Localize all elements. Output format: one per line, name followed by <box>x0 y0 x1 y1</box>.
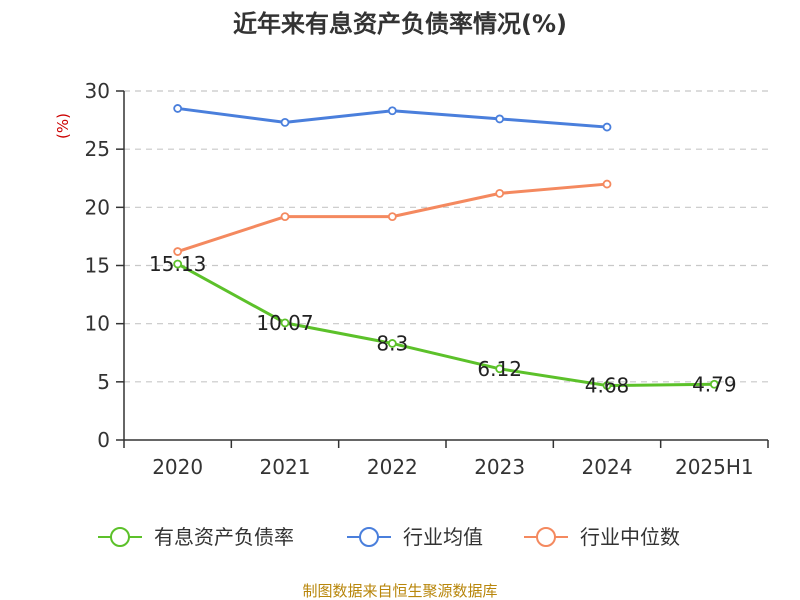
data-point <box>280 318 290 328</box>
x-tick-label: 2020 <box>152 455 203 479</box>
data-point <box>602 381 612 390</box>
data-label: 8.3 <box>376 331 408 355</box>
data-point <box>387 106 397 116</box>
data-label: 4.68 <box>585 374 630 398</box>
data-point <box>280 212 290 222</box>
data-point <box>173 259 183 269</box>
source-note: 制图数据来自恒生聚源数据库 <box>302 582 497 600</box>
data-point <box>602 179 612 189</box>
data-label: 10.07 <box>256 311 313 335</box>
y-axis-unit: (%) <box>54 113 72 139</box>
x-tick-label: 2022 <box>367 455 418 479</box>
y-tick-label: 15 <box>85 254 110 278</box>
y-tick-label: 30 <box>85 79 110 103</box>
x-tick-label: 2023 <box>474 455 525 479</box>
x-tick-label: 2021 <box>260 455 311 479</box>
y-tick-label: 20 <box>85 195 110 219</box>
y-tick-label: 10 <box>85 312 110 336</box>
data-point <box>280 118 290 127</box>
data-point <box>602 122 612 132</box>
data-point <box>495 364 505 374</box>
legend: 有息资产负债率 行业均值 行业中位数 <box>98 525 680 549</box>
data-point <box>709 379 719 389</box>
legend-marker <box>110 527 130 547</box>
data-point <box>173 104 183 113</box>
y-tick-label: 25 <box>85 137 110 161</box>
data-point <box>173 247 183 256</box>
x-tick-label: 2025H1 <box>675 455 754 479</box>
y-tick-label: 0 <box>97 428 110 452</box>
series-layer <box>173 104 719 390</box>
legend-marker <box>536 527 556 547</box>
data-point <box>387 212 397 222</box>
data-label: 6.12 <box>477 357 522 381</box>
y-tick-label: 5 <box>97 370 110 394</box>
grid-layer <box>124 90 768 383</box>
data-label-layer: 15.13 10.07 8.3 6.12 4.68 4.79 <box>149 252 737 398</box>
legend-label: 行业中位数 <box>580 525 680 549</box>
data-point <box>495 188 505 198</box>
data-label: 4.79 <box>692 372 737 396</box>
legend-marker <box>359 527 379 547</box>
series-line-0 <box>176 262 715 388</box>
axis-layer: 0 5 10 15 20 25 30 2020 2021 2022 2023 2024 2025H1 <box>85 79 769 479</box>
x-tick-label: 2024 <box>582 455 633 479</box>
data-point <box>387 339 397 348</box>
chart-title: 近年来有息资产负债率情况(%) <box>233 10 567 38</box>
legend-label: 行业均值 <box>403 525 483 549</box>
data-point <box>495 114 505 124</box>
legend-label: 有息资产负债率 <box>154 525 294 549</box>
data-label: 15.13 <box>149 252 206 276</box>
